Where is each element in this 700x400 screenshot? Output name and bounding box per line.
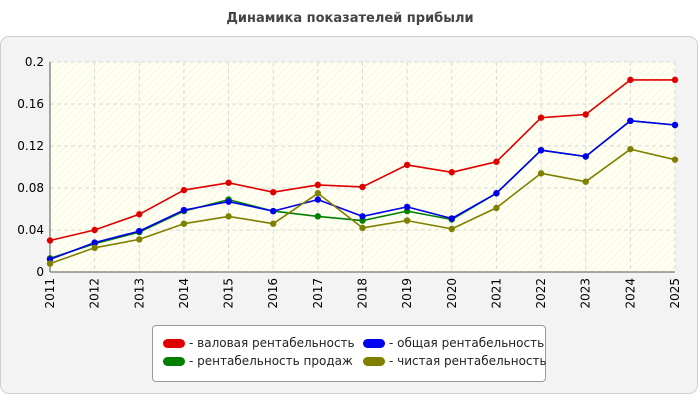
data-point [671,156,679,163]
legend-item: - чистая рентабельность [363,354,547,368]
data-point [225,198,232,205]
legend-label: - общая рентабельность [389,336,545,350]
legend-label: - рентабельность продаж [189,354,353,368]
x-tick-label: 2021 [489,278,503,309]
y-tick-label: 0.08 [17,181,44,195]
data-point [403,161,411,169]
legend-item: - общая рентабельность [363,336,544,350]
legend-swatch [363,338,385,348]
data-point [91,239,98,246]
data-point [46,237,54,244]
data-point [225,179,232,186]
legend-item: - рентабельность продаж [163,354,353,368]
legend: - валовая рентабельность - рентабельност… [152,325,547,382]
y-tick-label: 0.16 [17,97,44,111]
data-point [270,220,277,227]
x-tick-label: 2016 [266,278,280,309]
x-tick-label: 2019 [400,278,414,309]
data-point [493,190,500,197]
data-point [493,158,500,165]
series-layer [46,76,679,267]
data-point [359,224,366,232]
data-point [448,169,455,176]
data-point [136,227,143,235]
data-point [46,260,54,267]
data-point [537,170,545,177]
legend-swatch [163,356,185,366]
data-point [582,178,589,185]
x-tick-label: 2017 [311,278,325,309]
data-point [91,244,98,252]
data-point [180,220,188,227]
x-tick-label: 2013 [132,278,146,309]
x-tick-label: 2015 [222,278,236,309]
y-tick-label: 0.2 [25,55,44,69]
x-tick-label: 2024 [623,278,637,309]
data-point [582,153,589,160]
data-point [225,213,232,220]
axes [49,62,675,273]
x-tick-label: 2012 [88,278,102,309]
data-point [314,181,322,189]
data-point [671,76,679,84]
x-tick-label: 2020 [445,278,459,309]
data-point [180,206,188,214]
legend-label: - валовая рентабельность [189,336,355,350]
x-tick-label: 2018 [356,278,370,309]
data-point [91,226,98,234]
data-point [403,203,411,211]
data-point [136,211,143,218]
x-tick-label: 2023 [579,278,593,309]
x-tick-label: 2025 [668,278,682,309]
data-point [359,183,366,191]
data-point [537,114,545,121]
data-point [671,121,679,129]
data-point [627,117,634,125]
data-point [314,213,322,220]
data-point [493,204,500,212]
data-point [270,207,277,215]
data-point [270,189,277,196]
x-tick-label: 2022 [534,278,548,309]
legend-swatch [163,338,185,348]
chart-title: Динамика показателей прибыли [226,11,474,26]
data-point [582,111,589,118]
data-point [627,76,634,84]
data-point [136,236,143,243]
data-point [359,213,366,220]
y-tick-label: 0.12 [17,139,44,153]
data-point [314,190,322,197]
legend-item: - валовая рентабельность [163,336,355,350]
y-tick-label: 0 [36,265,44,279]
x-tick-label: 2014 [177,278,191,309]
data-point [403,217,411,224]
data-point [448,215,455,222]
y-tick-label: 0.04 [17,223,44,237]
legend-label: - чистая рентабельность [389,354,547,368]
data-point [627,145,634,153]
data-point [314,196,322,203]
data-point [537,147,545,154]
legend-swatch [363,356,385,366]
data-point [448,225,455,233]
tick-labels: 0 0.04 0.08 0.12 0.16 0.2 2011 2012 2013 2014 2015… [17,55,682,309]
x-tick-label: 2011 [43,278,57,309]
data-point [180,186,188,194]
